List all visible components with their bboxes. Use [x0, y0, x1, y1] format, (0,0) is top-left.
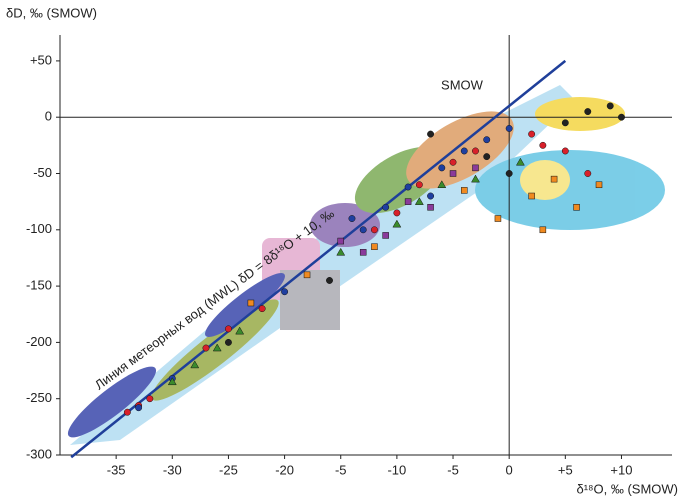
y-tick-label: -150 — [26, 278, 52, 293]
point — [606, 102, 614, 110]
point — [348, 215, 356, 222]
y-tick-label: -50 — [33, 165, 52, 180]
point — [584, 170, 592, 177]
point — [573, 204, 580, 211]
point — [167, 377, 177, 386]
y-tick-label: +50 — [30, 52, 52, 67]
point — [515, 157, 525, 166]
point — [326, 277, 333, 284]
point — [414, 197, 424, 205]
point — [472, 164, 479, 172]
y-tick-label: -100 — [26, 221, 52, 236]
point — [393, 209, 401, 217]
point — [382, 203, 390, 211]
region — [406, 111, 514, 189]
point — [427, 130, 435, 138]
point — [337, 237, 344, 245]
point — [618, 113, 625, 121]
annotation: SMOW — [441, 77, 484, 92]
point — [190, 360, 200, 369]
y-tick-label: -300 — [26, 446, 52, 461]
point — [483, 153, 491, 161]
x-tick-label: -25 — [219, 462, 238, 477]
x-tick-label: 0 — [506, 462, 513, 477]
point — [224, 338, 232, 346]
region — [310, 203, 380, 247]
point — [123, 408, 131, 416]
y-tick-label: -250 — [26, 390, 52, 405]
point — [505, 170, 513, 177]
point — [505, 125, 513, 132]
x-tick-label: +5 — [558, 462, 573, 477]
point — [539, 141, 547, 149]
point — [258, 305, 266, 313]
point — [584, 108, 592, 116]
point — [404, 198, 412, 205]
regions — [67, 85, 665, 445]
point — [472, 147, 479, 155]
point — [359, 249, 367, 256]
point — [382, 232, 389, 239]
x-tick-label: -30 — [163, 462, 182, 477]
region — [475, 150, 665, 230]
point — [135, 404, 143, 412]
point — [224, 325, 232, 333]
point — [460, 147, 468, 155]
x-axis-label: δ¹⁸O, ‰ (SMOW) — [576, 481, 678, 496]
point — [449, 170, 457, 177]
point — [494, 215, 502, 222]
point — [281, 288, 289, 296]
point — [561, 119, 569, 127]
point — [528, 130, 536, 138]
y-tick-label: 0 — [45, 109, 52, 124]
point — [392, 219, 402, 228]
point — [303, 271, 311, 279]
x-tick-label: -20 — [275, 462, 294, 477]
point — [438, 164, 446, 172]
point — [415, 181, 423, 189]
region — [535, 97, 625, 131]
point — [336, 247, 346, 256]
point — [370, 226, 378, 234]
point — [528, 192, 535, 200]
x-tick-label: +10 — [610, 462, 632, 477]
point — [550, 175, 558, 183]
point — [539, 226, 547, 234]
point — [146, 395, 154, 403]
x-tick-label: -5 — [335, 462, 347, 477]
x-tick-label: -10 — [387, 462, 406, 477]
point — [202, 344, 210, 352]
y-tick-label: -200 — [26, 334, 52, 349]
mwl-line — [70, 59, 567, 459]
point — [247, 299, 255, 307]
point — [359, 226, 367, 234]
region — [67, 366, 157, 438]
point — [427, 192, 435, 200]
point — [595, 181, 603, 189]
point — [371, 243, 378, 250]
point — [235, 326, 245, 335]
point — [471, 174, 480, 183]
point — [437, 180, 447, 189]
y-axis-label: δD, ‰ (SMOW) — [6, 5, 97, 20]
region — [520, 160, 570, 200]
point — [404, 183, 412, 191]
x-tick-label: -35 — [107, 462, 126, 477]
point — [561, 147, 569, 155]
point — [483, 136, 491, 144]
point — [461, 187, 468, 194]
point — [212, 343, 222, 352]
x-tick-label: -5 — [447, 462, 459, 477]
point — [427, 204, 434, 211]
region — [205, 273, 285, 337]
point — [449, 158, 457, 166]
